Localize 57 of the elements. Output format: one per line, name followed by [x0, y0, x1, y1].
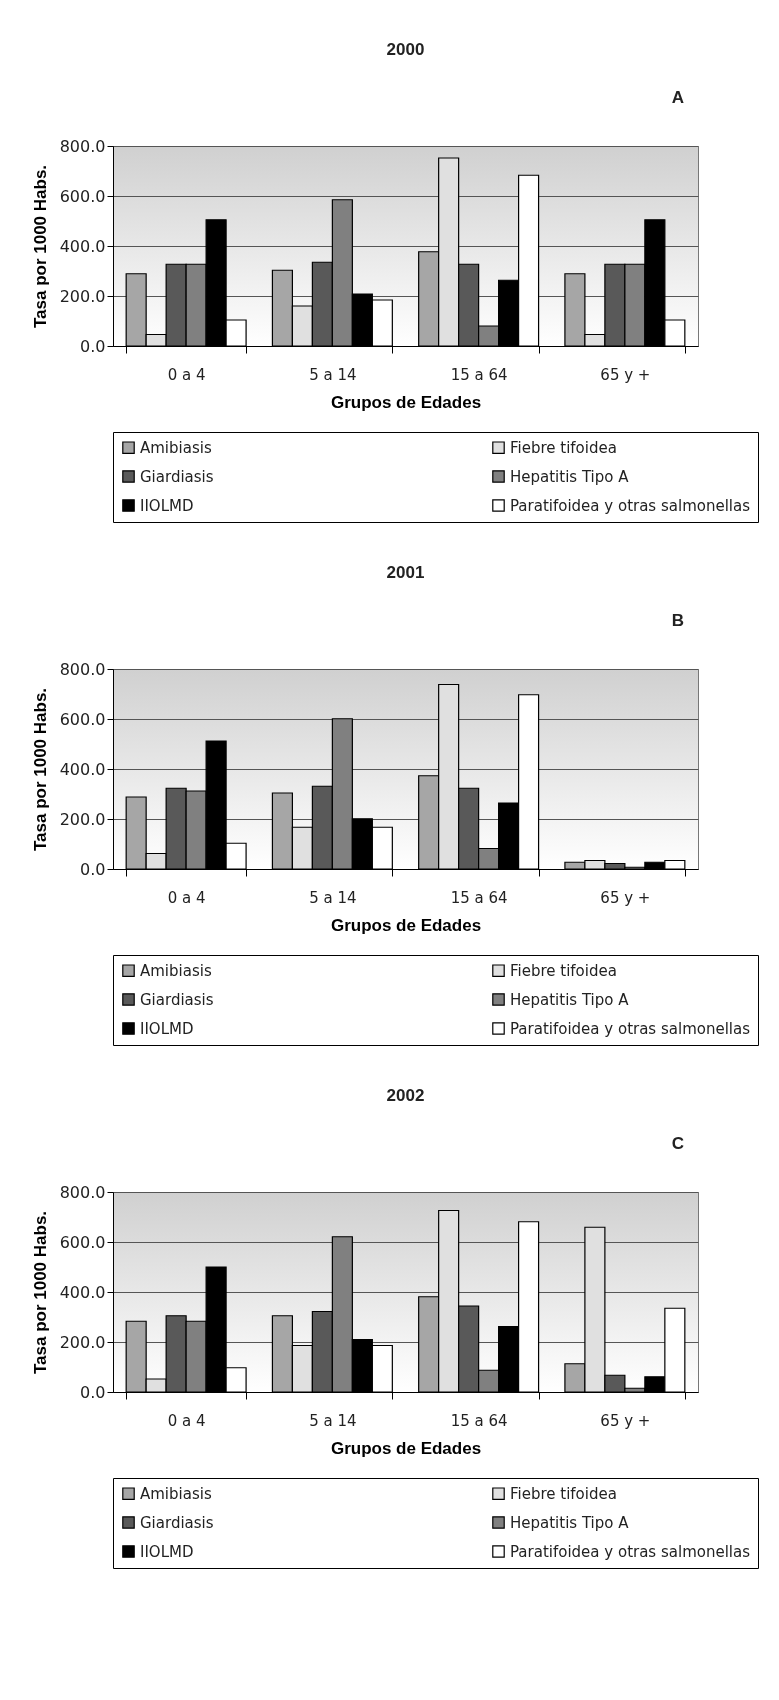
x-tick-label: 5 a 14 — [309, 365, 357, 384]
legend-label: Amibiasis — [140, 438, 212, 457]
y-tick-label: 0.0 — [80, 859, 106, 879]
x-tick-label: 5 a 14 — [309, 1411, 357, 1430]
y-tick-label: 600.0 — [59, 1232, 106, 1252]
legend-label: Hepatitis Tipo A — [510, 1513, 630, 1532]
y-tick-label: 200.0 — [59, 809, 106, 829]
legend-label: Hepatitis Tipo A — [510, 467, 630, 486]
x-tick-label: 15 a 64 — [450, 888, 508, 907]
y-tick-label: 200.0 — [59, 286, 106, 306]
x-axis-title: Grupos de Edades — [330, 915, 482, 935]
y-tick-label: 800.0 — [59, 136, 106, 156]
y-tick-label: 0.0 — [80, 1382, 106, 1402]
y-tick-label: 400.0 — [59, 759, 106, 779]
legend-label: Paratifoidea y otras salmonellas — [510, 496, 751, 515]
legend-label: Fiebre tifoidea — [510, 1484, 617, 1503]
legend-label: Fiebre tifoidea — [510, 438, 617, 457]
x-tick-label: 0 a 4 — [167, 888, 206, 907]
y-tick-label: 400.0 — [59, 236, 106, 256]
text: A — [671, 88, 685, 107]
legend-label: Hepatitis Tipo A — [510, 990, 630, 1009]
legend-label: Amibiasis — [140, 961, 212, 980]
y-tick-label: 800.0 — [59, 659, 106, 679]
y-tick-label: 200.0 — [59, 1332, 106, 1352]
x-tick-label: 65 y + — [600, 365, 651, 384]
y-tick-label: 600.0 — [59, 186, 106, 206]
x-axis-title: Grupos de Edades — [330, 1438, 482, 1458]
chart-title: 2002 — [386, 1086, 425, 1105]
legend-label: Giardiasis — [140, 467, 214, 486]
legend-label: IIOLMD — [140, 1542, 194, 1561]
x-axis-title: Grupos de Edades — [330, 392, 482, 412]
legend-label: Paratifoidea y otras salmonellas — [510, 1019, 751, 1038]
text: C — [671, 1134, 685, 1153]
x-tick-label: 15 a 64 — [450, 1411, 508, 1430]
legend-label: Paratifoidea y otras salmonellas — [510, 1542, 751, 1561]
legend-label: Amibiasis — [140, 1484, 212, 1503]
x-tick-label: 0 a 4 — [167, 365, 206, 384]
x-tick-label: 15 a 64 — [450, 365, 508, 384]
x-tick-label: 65 y + — [600, 888, 651, 907]
legend-label: IIOLMD — [140, 496, 194, 515]
y-tick-label: 400.0 — [59, 1282, 106, 1302]
legend-label: Fiebre tifoidea — [510, 961, 617, 980]
y-axis-title: Tasa por 1000 Habs. — [30, 1210, 50, 1375]
text: B — [671, 611, 685, 630]
x-tick-label: 65 y + — [600, 1411, 651, 1430]
x-tick-label: 5 a 14 — [309, 888, 357, 907]
y-tick-label: 800.0 — [59, 1182, 106, 1202]
chart-title: 2000 — [386, 40, 425, 59]
y-tick-label: 600.0 — [59, 709, 106, 729]
legend-label: Giardiasis — [140, 990, 214, 1009]
y-axis-title: Tasa por 1000 Habs. — [30, 687, 50, 852]
y-axis-title: Tasa por 1000 Habs. — [30, 164, 50, 329]
chart-title: 2001 — [386, 563, 425, 582]
x-tick-label: 0 a 4 — [167, 1411, 206, 1430]
y-tick-label: 0.0 — [80, 336, 106, 356]
legend-label: Giardiasis — [140, 1513, 214, 1532]
legend-label: IIOLMD — [140, 1019, 194, 1038]
